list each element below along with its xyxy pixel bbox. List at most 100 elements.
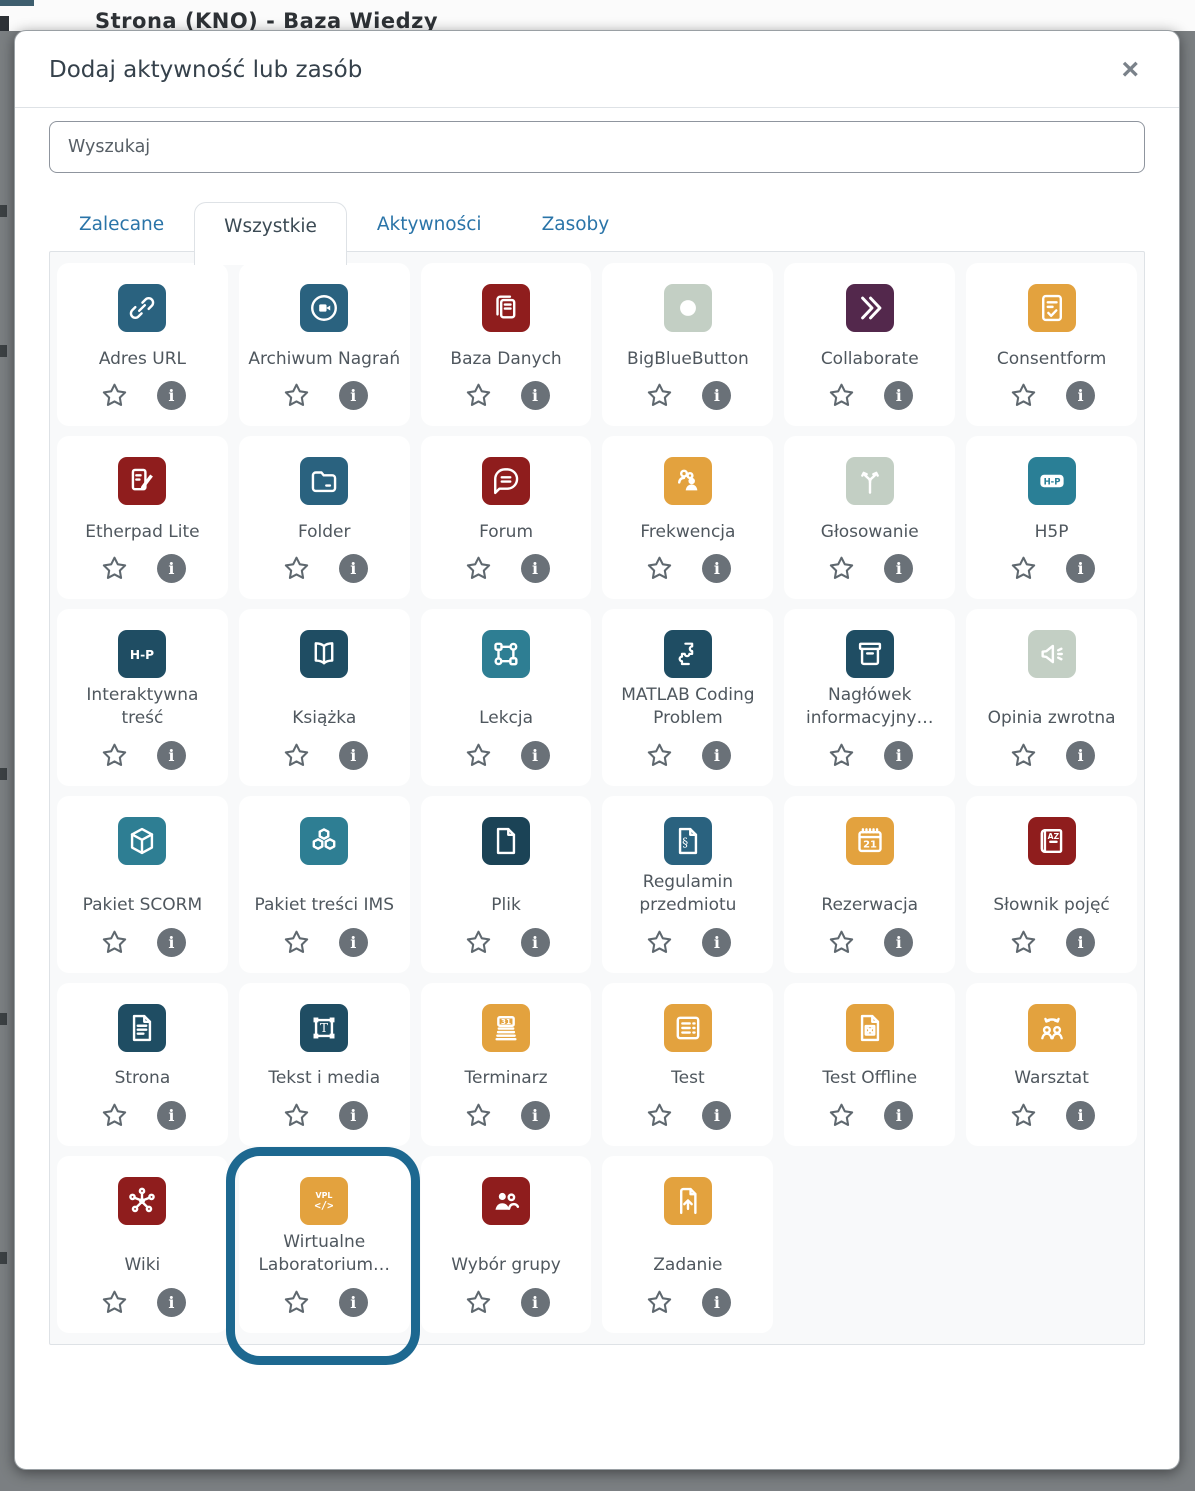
card-strona[interactable]: Strona i (57, 982, 228, 1146)
info-icon[interactable]: i (702, 927, 732, 957)
card-opinia-zwrotna[interactable]: Opinia zwrotna i (966, 609, 1137, 786)
favorite-star-icon[interactable] (644, 927, 675, 958)
info-icon[interactable]: i (702, 1287, 732, 1317)
card-wiki[interactable]: Wiki i (57, 1155, 228, 1333)
card-tekst-i-media[interactable]: T Tekst i media i (238, 982, 410, 1146)
card-lekcja[interactable]: Lekcja i (420, 609, 592, 786)
card-slownik-pojec[interactable]: AZ Słownik pojęć i (966, 795, 1137, 973)
card-regulamin-przedmiotu[interactable]: § Regulamin przedmiotu i (602, 795, 774, 973)
info-icon[interactable]: i (520, 1100, 550, 1130)
favorite-star-icon[interactable] (99, 380, 130, 411)
card-ksiazka[interactable]: Książka i (238, 609, 410, 786)
favorite-star-icon[interactable] (644, 553, 675, 584)
favorite-star-icon[interactable] (826, 553, 857, 584)
card-bigbluebutton[interactable]: BigBlueButton i (602, 263, 774, 426)
card-rezerwacja[interactable]: 21 Rezerwacja i (784, 795, 956, 973)
card-terminarz[interactable]: 31 Terminarz i (420, 982, 592, 1146)
favorite-star-icon[interactable] (281, 1100, 312, 1131)
favorite-star-icon[interactable] (281, 927, 312, 958)
favorite-star-icon[interactable] (281, 740, 312, 771)
info-icon[interactable]: i (520, 740, 550, 770)
favorite-star-icon[interactable] (99, 927, 130, 958)
favorite-star-icon[interactable] (281, 1287, 312, 1318)
favorite-star-icon[interactable] (463, 927, 494, 958)
card-adres-url[interactable]: Adres URL i (57, 263, 228, 426)
favorite-star-icon[interactable] (644, 1100, 675, 1131)
card-glosowanie[interactable]: Głosowanie i (784, 436, 956, 599)
favorite-star-icon[interactable] (644, 740, 675, 771)
favorite-star-icon[interactable] (99, 1100, 130, 1131)
info-icon[interactable]: i (520, 927, 550, 957)
info-icon[interactable]: i (338, 381, 368, 410)
favorite-star-icon[interactable] (1008, 927, 1039, 958)
info-icon[interactable]: i (702, 554, 732, 583)
card-pakiet-tresci-ims[interactable]: Pakiet treści IMS i (238, 795, 410, 973)
info-icon[interactable]: i (156, 927, 186, 957)
card-etherpad-lite[interactable]: Etherpad Lite i (57, 436, 228, 599)
favorite-star-icon[interactable] (281, 553, 312, 584)
search-input[interactable] (49, 121, 1145, 173)
close-icon[interactable]: × (1115, 55, 1145, 85)
favorite-star-icon[interactable] (463, 380, 494, 411)
tab-zasoby[interactable]: Zasoby (512, 200, 640, 251)
favorite-star-icon[interactable] (1008, 740, 1039, 771)
info-icon[interactable]: i (338, 740, 368, 770)
info-icon[interactable]: i (702, 740, 732, 770)
favorite-star-icon[interactable] (463, 740, 494, 771)
card-forum[interactable]: Forum i (420, 436, 592, 599)
info-icon[interactable]: i (1066, 381, 1096, 410)
info-icon[interactable]: i (702, 381, 732, 410)
info-icon[interactable]: i (884, 927, 914, 957)
info-icon[interactable]: i (1066, 740, 1096, 770)
card-wirtualne-laboratorium[interactable]: VPL </> Wirtualne Laboratorium… i (238, 1155, 410, 1333)
info-icon[interactable]: i (1066, 1100, 1096, 1130)
info-icon[interactable]: i (884, 554, 914, 583)
favorite-star-icon[interactable] (1008, 1100, 1039, 1131)
favorite-star-icon[interactable] (281, 380, 312, 411)
favorite-star-icon[interactable] (99, 1287, 130, 1318)
tab-wszystkie[interactable]: Wszystkie (194, 202, 347, 265)
card-folder[interactable]: Folder i (238, 436, 410, 599)
info-icon[interactable]: i (156, 740, 186, 770)
info-icon[interactable]: i (156, 554, 186, 583)
info-icon[interactable]: i (1066, 554, 1096, 583)
favorite-star-icon[interactable] (826, 740, 857, 771)
favorite-star-icon[interactable] (99, 740, 130, 771)
card-warsztat[interactable]: Warsztat i (966, 982, 1137, 1146)
card-h5p[interactable]: H-P H5P i (966, 436, 1137, 599)
info-icon[interactable]: i (338, 554, 368, 583)
card-zadanie[interactable]: Zadanie i (602, 1155, 774, 1333)
card-wybor-grupy[interactable]: Wybór grupy i (420, 1155, 592, 1333)
favorite-star-icon[interactable] (1008, 553, 1039, 584)
card-frekwencja[interactable]: Frekwencja i (602, 436, 774, 599)
favorite-star-icon[interactable] (644, 1287, 675, 1318)
card-test-offline[interactable]: Test Offline i (784, 982, 956, 1146)
info-icon[interactable]: i (156, 1287, 186, 1317)
info-icon[interactable]: i (338, 1100, 368, 1130)
card-collaborate[interactable]: Collaborate i (784, 263, 956, 426)
info-icon[interactable]: i (884, 381, 914, 410)
favorite-star-icon[interactable] (99, 553, 130, 584)
favorite-star-icon[interactable] (826, 1100, 857, 1131)
info-icon[interactable]: i (884, 1100, 914, 1130)
favorite-star-icon[interactable] (1008, 380, 1039, 411)
info-icon[interactable]: i (156, 381, 186, 410)
favorite-star-icon[interactable] (463, 1287, 494, 1318)
tab-aktywności[interactable]: Aktywności (347, 200, 512, 251)
favorite-star-icon[interactable] (463, 1100, 494, 1131)
info-icon[interactable]: i (702, 1100, 732, 1130)
card-archiwum-nagran[interactable]: Archiwum Nagrań i (238, 263, 410, 426)
tab-zalecane[interactable]: Zalecane (49, 200, 194, 251)
card-interaktywna-tresc[interactable]: H-P Interaktywna treść i (57, 609, 228, 786)
card-consentform[interactable]: Consentform i (966, 263, 1137, 426)
favorite-star-icon[interactable] (826, 380, 857, 411)
card-naglowek-informacyjny[interactable]: Nagłówek informacyjny… i (784, 609, 956, 786)
card-test[interactable]: Test i (602, 982, 774, 1146)
info-icon[interactable]: i (338, 927, 368, 957)
info-icon[interactable]: i (156, 1100, 186, 1130)
info-icon[interactable]: i (520, 1287, 550, 1317)
info-icon[interactable]: i (884, 740, 914, 770)
info-icon[interactable]: i (520, 554, 550, 583)
info-icon[interactable]: i (338, 1287, 368, 1317)
card-plik[interactable]: Plik i (420, 795, 592, 973)
